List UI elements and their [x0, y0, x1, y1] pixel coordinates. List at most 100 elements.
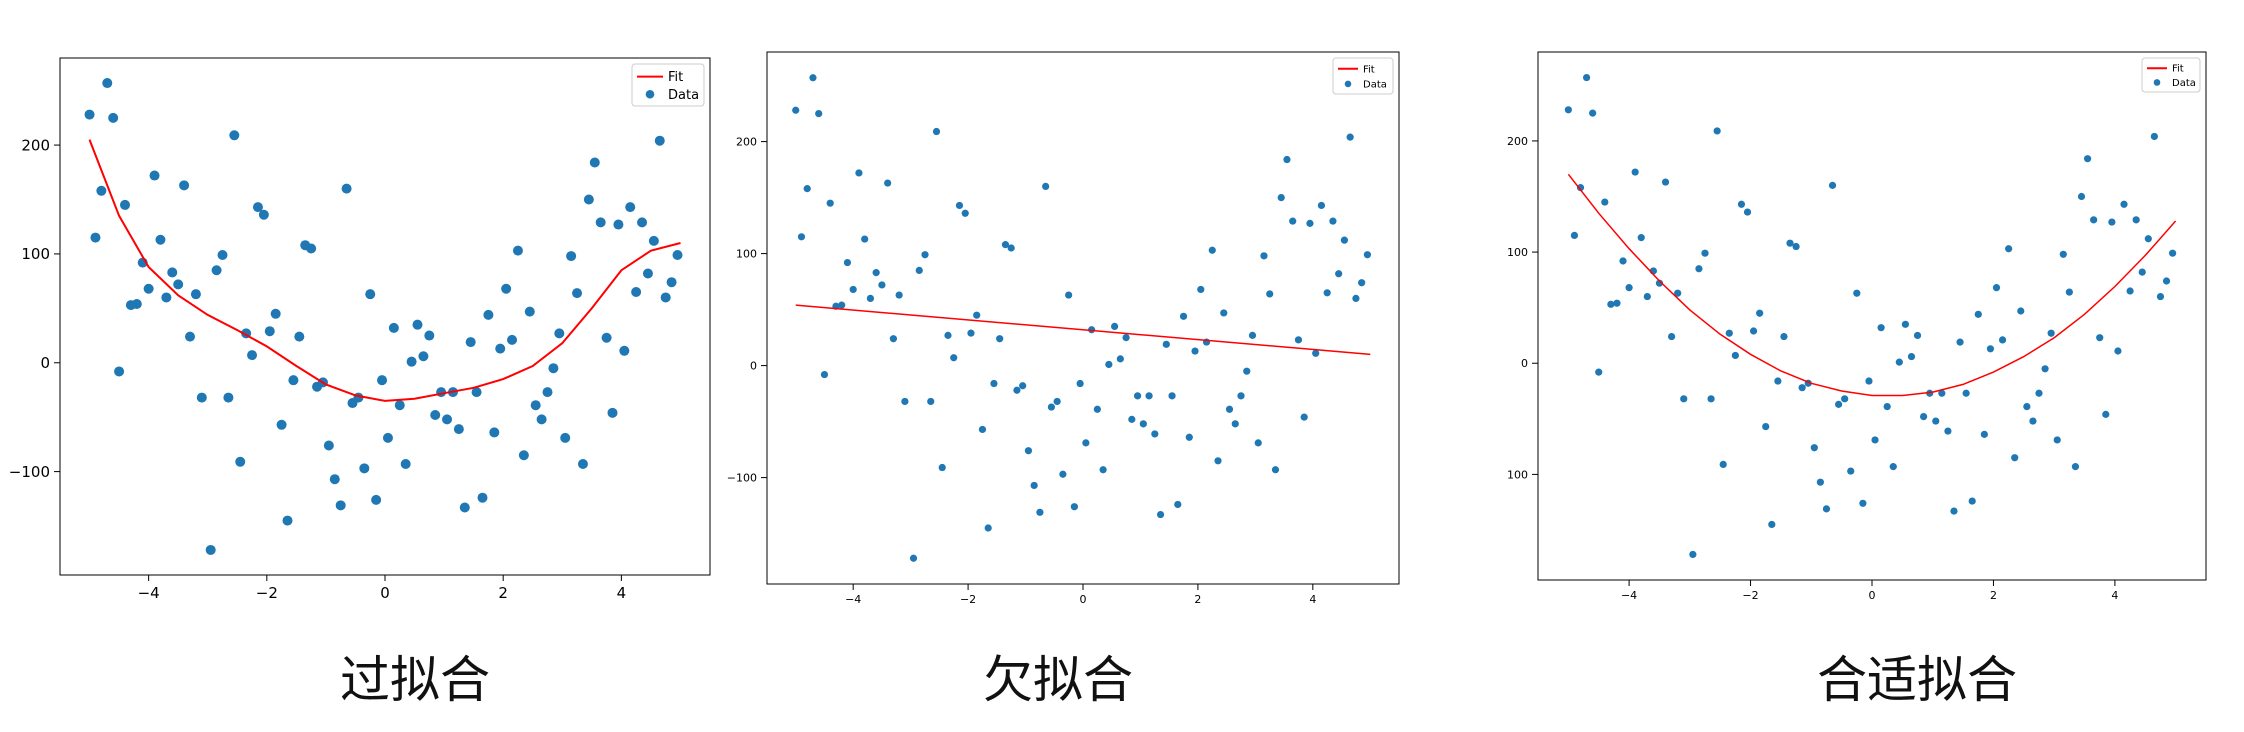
data-point [1059, 470, 1067, 478]
data-point [1082, 439, 1090, 447]
legend-label-data: Data [2172, 78, 2196, 89]
data-point [1283, 155, 1291, 164]
data-point [1105, 360, 1113, 369]
y-tick-label: 100 [736, 247, 757, 260]
data-point [84, 109, 95, 120]
data-point [341, 183, 352, 194]
caption-underfit: 欠拟合 [983, 651, 1133, 709]
data-point [1619, 257, 1627, 265]
data-point [921, 251, 929, 259]
data-point [849, 285, 857, 294]
data-point [2090, 216, 2098, 224]
data-point [2047, 329, 2055, 337]
data-point [631, 287, 642, 298]
data-point [915, 266, 923, 274]
data-point [294, 331, 305, 342]
data-point [247, 350, 258, 361]
data-point [961, 209, 969, 217]
data-point [90, 232, 101, 243]
data-point [359, 463, 370, 474]
data-point [108, 112, 119, 123]
data-point [2071, 463, 2080, 471]
data-point [1828, 181, 1837, 189]
data-point [1613, 299, 1621, 307]
data-point [1191, 347, 1199, 355]
data-point [371, 494, 382, 505]
caption-good-fit: 合适拟合 [1817, 651, 2017, 709]
data-point [1883, 402, 1891, 411]
data-point [1865, 377, 1873, 385]
data-point [223, 392, 234, 403]
data-point [1047, 403, 1055, 411]
data-point [394, 400, 405, 411]
data-point [1225, 405, 1234, 413]
data-point [167, 267, 178, 278]
data-point [489, 427, 500, 438]
legend: Fit Data [631, 63, 705, 107]
data-point [838, 301, 846, 309]
data-point [102, 78, 113, 89]
y-tick-label: 100 [1507, 246, 1528, 259]
data-point [276, 419, 287, 430]
data-point [495, 343, 506, 354]
data-point [843, 258, 852, 267]
fit-line [88, 139, 681, 402]
x-tick-label: −2 [960, 593, 976, 606]
data-point [797, 233, 806, 241]
data-point [1576, 184, 1585, 192]
legend: Fit Data [2141, 57, 2201, 93]
data-point [1901, 320, 1909, 328]
data-point [1701, 249, 1709, 257]
plot-frame [766, 51, 1400, 585]
data-point [1926, 389, 1934, 397]
data-point [583, 194, 594, 205]
legend-data-swatch [1344, 80, 1352, 88]
data-point [619, 345, 630, 356]
data-point [1179, 312, 1188, 320]
data-point [660, 292, 671, 303]
fit-line [795, 304, 1371, 356]
data-point [2083, 155, 2092, 163]
data-point [1980, 430, 1988, 438]
data-point [1260, 252, 1268, 260]
x-tick-label: −4 [138, 584, 160, 602]
data-point [1774, 377, 1782, 385]
plot-frame [1537, 51, 2207, 581]
data-point [1019, 382, 1027, 390]
data-point [1798, 384, 1806, 392]
data-point [2108, 218, 2116, 226]
data-point [1564, 106, 1572, 114]
data-point [2138, 268, 2146, 276]
data-point [1248, 331, 1257, 339]
data-point [1237, 392, 1245, 400]
data-point [1220, 309, 1228, 317]
data-point [1707, 395, 1715, 403]
data-point [512, 245, 523, 256]
data-point [190, 289, 201, 300]
data-point [2035, 389, 2043, 397]
legend-label-data: Data [1363, 79, 1387, 90]
data-point [2029, 417, 2037, 425]
data-point [2132, 216, 2140, 224]
data-point [161, 292, 172, 303]
data-point [1294, 336, 1303, 344]
data-point [1139, 420, 1147, 428]
y-tick-label: 100 [21, 245, 50, 263]
data-point [607, 407, 618, 418]
y-tick-label: −100 [9, 463, 50, 481]
data-point [1974, 310, 1982, 318]
data-point [872, 269, 880, 277]
data-point [2102, 410, 2110, 418]
data-point [143, 283, 154, 294]
data-point [2114, 347, 2122, 355]
x-tick-label: −2 [256, 584, 278, 602]
data-point [471, 387, 482, 398]
data-point [1956, 338, 1964, 346]
data-point [2156, 292, 2165, 301]
data-point [1271, 466, 1280, 474]
data-point [465, 337, 476, 348]
data-point [2126, 287, 2134, 295]
data-point [1214, 457, 1222, 465]
data-point [554, 328, 565, 339]
